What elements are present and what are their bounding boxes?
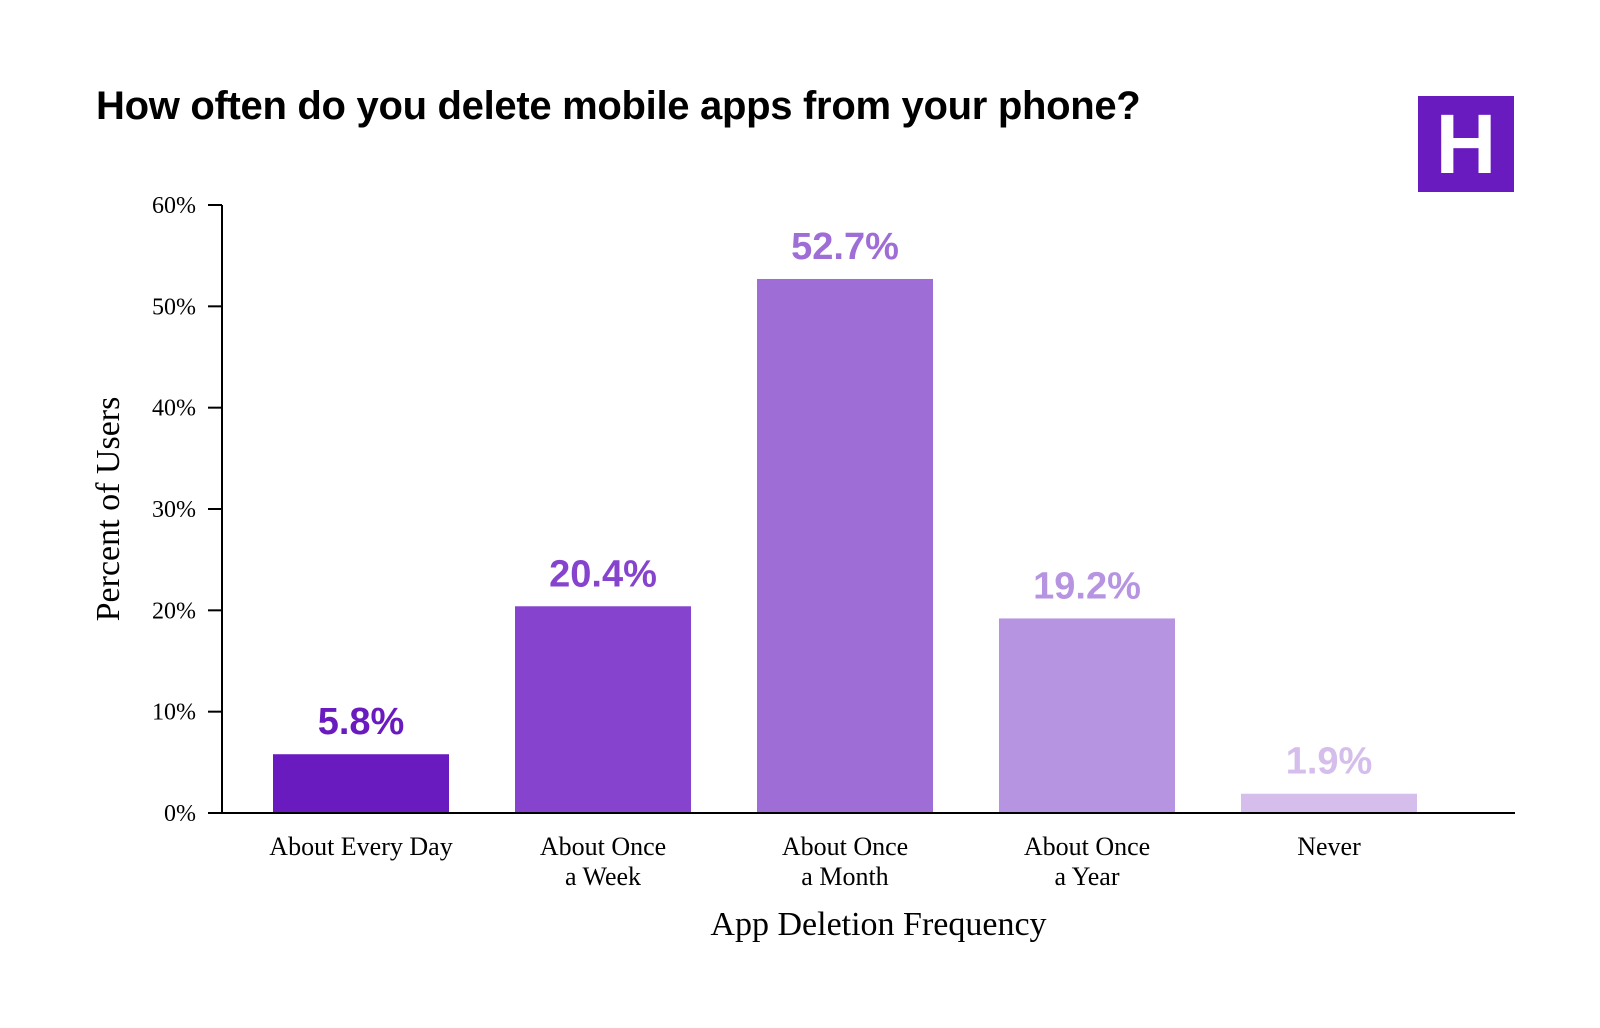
y-tick-label: 60% (152, 193, 196, 219)
brand-logo: H (1418, 96, 1514, 192)
bar (757, 278, 933, 813)
bars (273, 278, 1417, 813)
x-tick-label: About Once a Year (1024, 832, 1150, 891)
x-tick-label: About Once a Week (540, 832, 666, 891)
x-tick-label: Never (1297, 832, 1361, 861)
y-tick-label: 0% (164, 801, 196, 827)
y-tick-label: 50% (152, 294, 196, 320)
x-tick-label: About Every Day (269, 832, 452, 861)
value-labels: 5.8% 20.4% 52.7% 19.2% 1.9% (318, 226, 1373, 783)
bar (273, 754, 449, 813)
y-tick-label: 10% (152, 700, 196, 726)
x-axis-category-labels: About Every Day About Once a Week About Onc… (269, 832, 1361, 891)
bar-value-label: 52.7% (791, 226, 899, 268)
x-tick-label: About Once a Month (782, 832, 908, 891)
y-tick-label: 20% (152, 598, 196, 624)
bar-value-label: 1.9% (1286, 741, 1373, 783)
bar (999, 618, 1175, 813)
y-axis-title: Percent of Users (90, 397, 127, 622)
bar (1241, 793, 1417, 813)
bar-value-label: 5.8% (318, 701, 405, 743)
x-axis-title: App Deletion Frequency (710, 906, 1046, 943)
y-tick-label: 30% (152, 497, 196, 523)
logo-letter: H (1435, 97, 1497, 191)
bar-value-label: 20.4% (549, 553, 657, 595)
chart-title: How often do you delete mobile apps from… (96, 84, 1141, 128)
y-tick-label: 40% (152, 396, 196, 422)
y-axis-ticks: 0% 10% 20% 30% 40% 50% 60% (152, 193, 222, 827)
bar-value-label: 19.2% (1033, 565, 1141, 607)
bar (515, 606, 691, 813)
